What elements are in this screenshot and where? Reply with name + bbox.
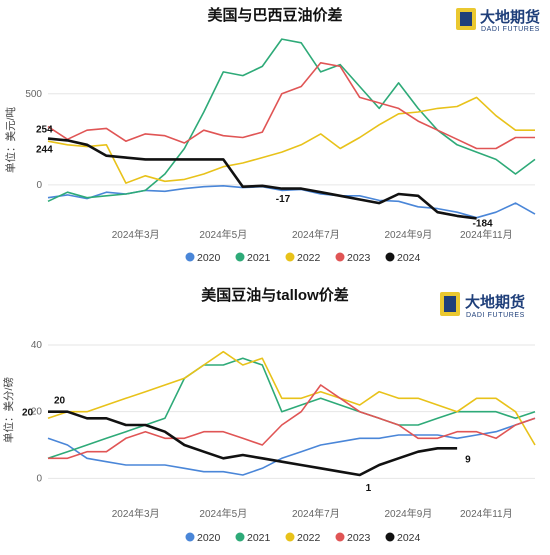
- legend-label-2022: 2022: [297, 252, 321, 264]
- chart-2-grid: [48, 344, 535, 479]
- legend-label-2023: 2023: [347, 532, 371, 544]
- series-line-2022: [47, 96, 535, 184]
- series-line-2021: [47, 357, 536, 460]
- legend-label-2021: 2021: [247, 252, 271, 264]
- legend-marker-2020: [185, 532, 195, 542]
- series-line-2022: [47, 350, 536, 446]
- x-tick-label: 2024年7月: [292, 228, 340, 241]
- legend-label-2020: 2020: [197, 532, 221, 544]
- legend-marker-2022: [285, 252, 295, 262]
- chart-1-grid: [48, 93, 535, 186]
- logo-text: 大地期货: [480, 8, 540, 26]
- series-line-2024: [48, 410, 458, 477]
- chart-2-legend: 2020 2021 2022 2023 2024: [185, 532, 421, 544]
- x-tick-label: 2024年7月: [292, 507, 340, 520]
- data-label: 20: [22, 408, 34, 419]
- chart-2-ylabel: 单位：美分/磅: [2, 377, 15, 443]
- y-tick-label: 40: [31, 340, 43, 351]
- chart-1-annotations: 254 244 -17 -184: [36, 125, 493, 230]
- chart-1-series: [47, 38, 536, 220]
- chart-2-series: [47, 350, 536, 477]
- y-tick-label: 0: [36, 473, 42, 484]
- x-tick-label: 2024年3月: [112, 228, 160, 241]
- legend-marker-2021: [235, 252, 245, 262]
- series-line-2021: [47, 38, 536, 203]
- x-tick-label: 2024年5月: [199, 228, 247, 241]
- data-label: 244: [36, 144, 53, 155]
- y-tick-label: 20: [31, 407, 43, 418]
- x-tick-label: 2024年5月: [199, 507, 247, 520]
- chart-1-yticks: 0 500: [25, 89, 42, 191]
- chart-2-logo: 大地期货 DADI FUTURES: [440, 292, 525, 319]
- y-tick-label: 500: [25, 89, 42, 100]
- legend-marker-2020: [185, 252, 195, 262]
- series-line-2023: [48, 384, 536, 460]
- series-line-2020: [47, 417, 536, 476]
- legend-marker-2024: [385, 532, 395, 542]
- data-label: 1: [366, 483, 372, 494]
- data-label: 9: [465, 454, 471, 465]
- y-tick-label: 0: [36, 180, 42, 191]
- chart-2: 美国豆油与tallow价差 大地期货 DADI FUTURES 0 20 40 20…: [2, 286, 536, 544]
- series-line-2023: [47, 61, 535, 150]
- data-label: -17: [276, 194, 291, 205]
- legend-marker-2023: [335, 252, 345, 262]
- legend-marker-2023: [335, 532, 345, 542]
- data-label: 254: [36, 125, 53, 136]
- legend-marker-2022: [285, 532, 295, 542]
- legend-label-2023: 2023: [347, 252, 371, 264]
- x-tick-label: 2024年11月: [460, 507, 513, 520]
- legend-label-2024: 2024: [397, 532, 421, 544]
- x-tick-label: 2024年9月: [384, 507, 432, 520]
- logo-subtext: DADI FUTURES: [466, 312, 525, 319]
- chart-1-title: 美国与巴西豆油价差: [207, 6, 342, 24]
- legend-label-2020: 2020: [197, 252, 221, 264]
- legend-marker-2024: [385, 252, 395, 262]
- chart-1: 美国与巴西豆油价差 大地期货 DADI FUTURES 0 500 2024年3月…: [4, 6, 540, 264]
- chart-2-xticks: 2024年3月 2024年5月 2024年7月 2024年9月 2024年11月: [112, 507, 513, 520]
- x-tick-label: 2024年3月: [112, 507, 160, 520]
- legend-label-2021: 2021: [247, 532, 271, 544]
- legend-label-2022: 2022: [297, 532, 321, 544]
- data-label: -184: [473, 218, 493, 229]
- logo-text: 大地期货: [465, 293, 525, 311]
- legend-label-2024: 2024: [397, 252, 421, 264]
- chart-1-logo: 大地期货 DADI FUTURES: [456, 8, 540, 33]
- series-line-2020: [47, 185, 536, 219]
- chart-1-ylabel: 单位：美元/吨: [4, 107, 17, 173]
- chart-1-legend: 2020 2021 2022 2023 2024: [185, 252, 421, 264]
- chart-2-title: 美国豆油与tallow价差: [201, 286, 349, 304]
- x-tick-label: 2024年11月: [460, 228, 513, 241]
- series-line-2024: [47, 137, 477, 220]
- chart-2-yticks: 0 20 40: [31, 340, 43, 484]
- data-label: 20: [54, 396, 66, 407]
- legend-marker-2021: [235, 532, 245, 542]
- x-tick-label: 2024年9月: [384, 228, 432, 241]
- logo-subtext: DADI FUTURES: [481, 26, 540, 33]
- chart-1-xticks: 2024年3月 2024年5月 2024年7月 2024年9月 2024年11月: [112, 228, 513, 241]
